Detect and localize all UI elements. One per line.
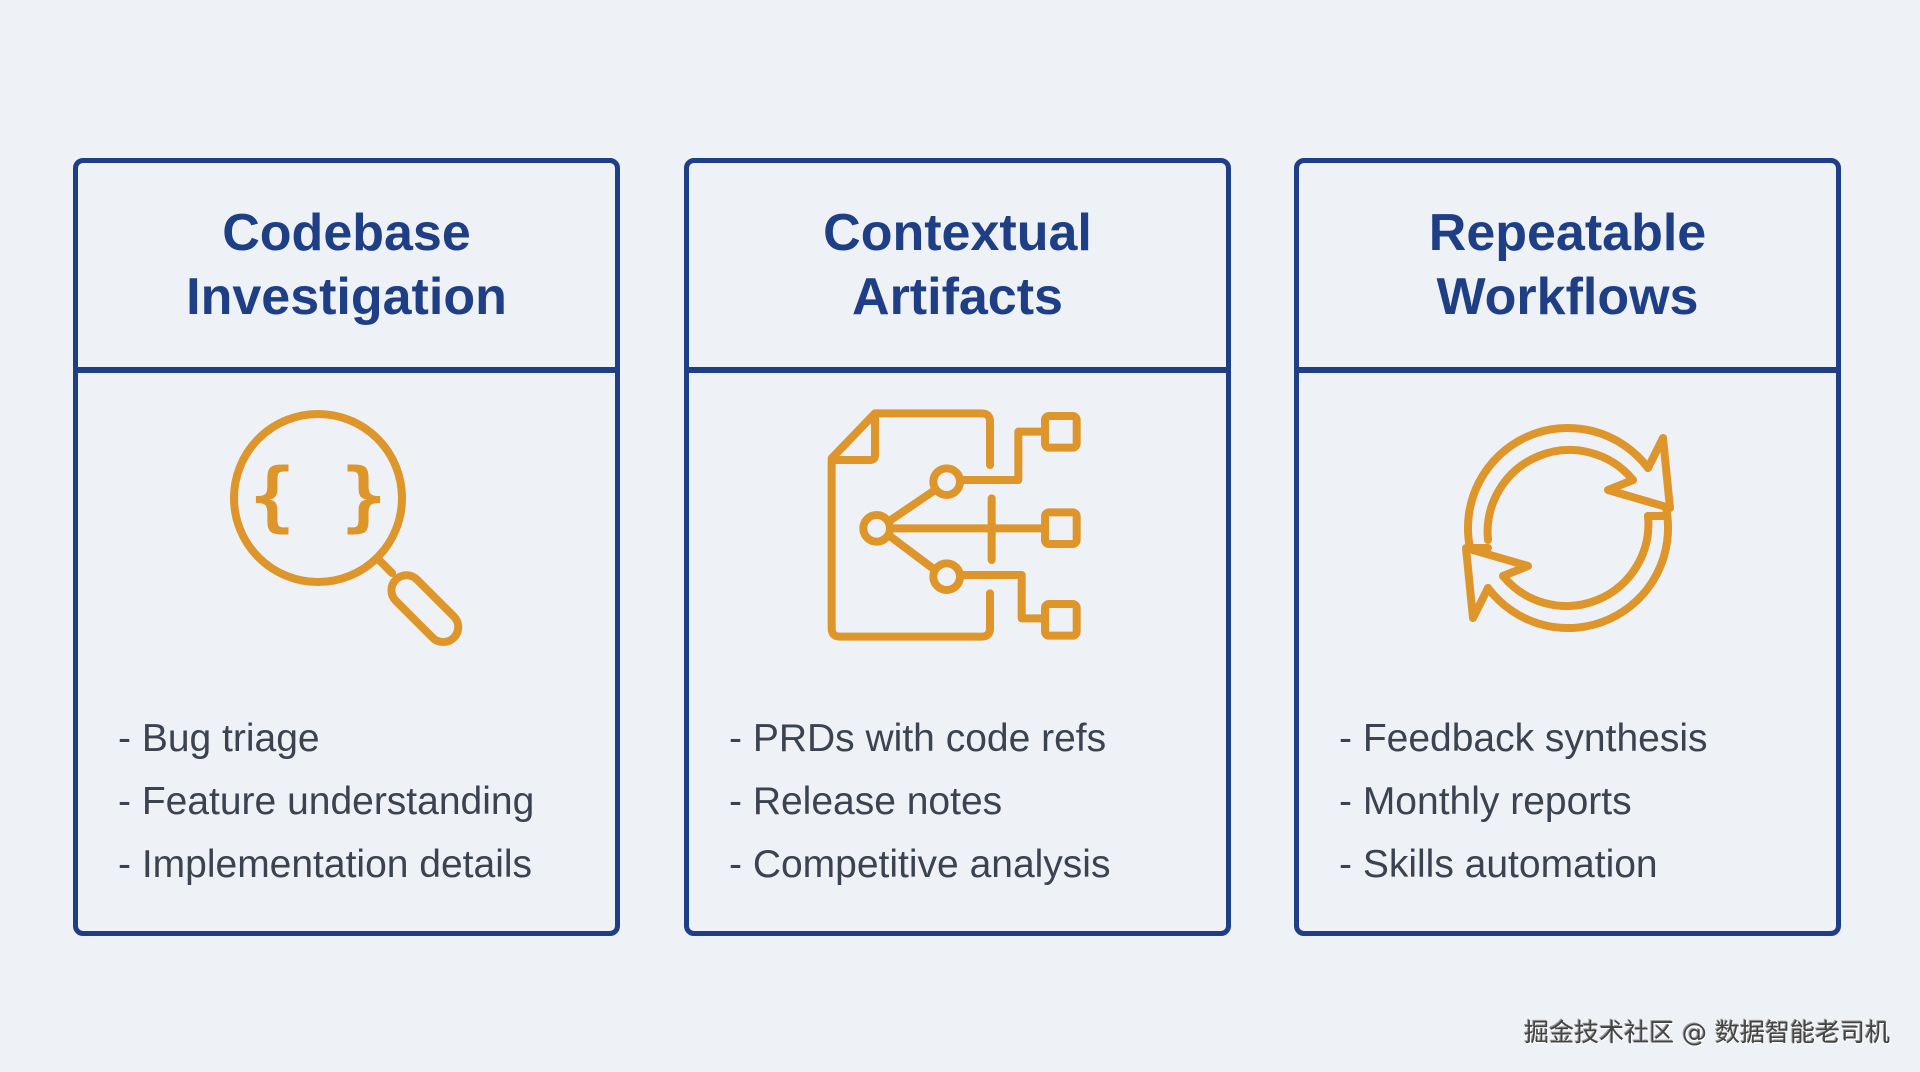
card-title-line: Codebase: [222, 204, 471, 262]
card-header: Contextual Artifacts: [689, 163, 1226, 373]
document-network-icon: [827, 409, 1081, 641]
card-title-line: Repeatable: [1428, 204, 1707, 262]
list-item: - Release notes: [729, 780, 1003, 823]
feature-list: - Feedback synthesis - Monthly reports -…: [1339, 707, 1708, 896]
card-codebase-investigation: Codebase Investigation { } - Bug triage …: [73, 158, 620, 936]
card-repeatable-workflows: Repeatable Workflows - Feedback synthesi…: [1294, 158, 1841, 936]
cycle-arrows-icon: [1461, 424, 1674, 632]
list-item: - PRDs with code refs: [729, 717, 1107, 760]
list-item: - Feature understanding: [118, 780, 535, 823]
feature-list: - PRDs with code refs - Release notes - …: [729, 707, 1110, 896]
list-item: - Bug triage: [118, 717, 320, 760]
card-header: Codebase Investigation: [78, 163, 615, 373]
list-item: - Competitive analysis: [729, 843, 1111, 886]
list-item: - Feedback synthesis: [1339, 717, 1708, 760]
feature-list: - Bug triage - Feature understanding - I…: [118, 707, 534, 896]
watermark: 掘金技术社区 @ 数据智能老司机: [1524, 1018, 1890, 1047]
card-title-line: Artifacts: [852, 268, 1063, 326]
card-title-line: Contextual: [823, 204, 1092, 262]
list-item: - Skills automation: [1339, 843, 1658, 886]
list-item: - Monthly reports: [1339, 780, 1632, 823]
card-contextual-artifacts: Contextual Artifacts - PRDs with code re…: [684, 158, 1231, 936]
card-header: Repeatable Workflows: [1299, 163, 1836, 373]
svg-text:{ }: { }: [249, 451, 386, 540]
card-title-line: Workflows: [1436, 268, 1699, 326]
magnifier-code-braces-icon: { }: [229, 410, 462, 647]
card-title-line: Investigation: [186, 268, 507, 326]
list-item: - Implementation details: [118, 843, 533, 886]
